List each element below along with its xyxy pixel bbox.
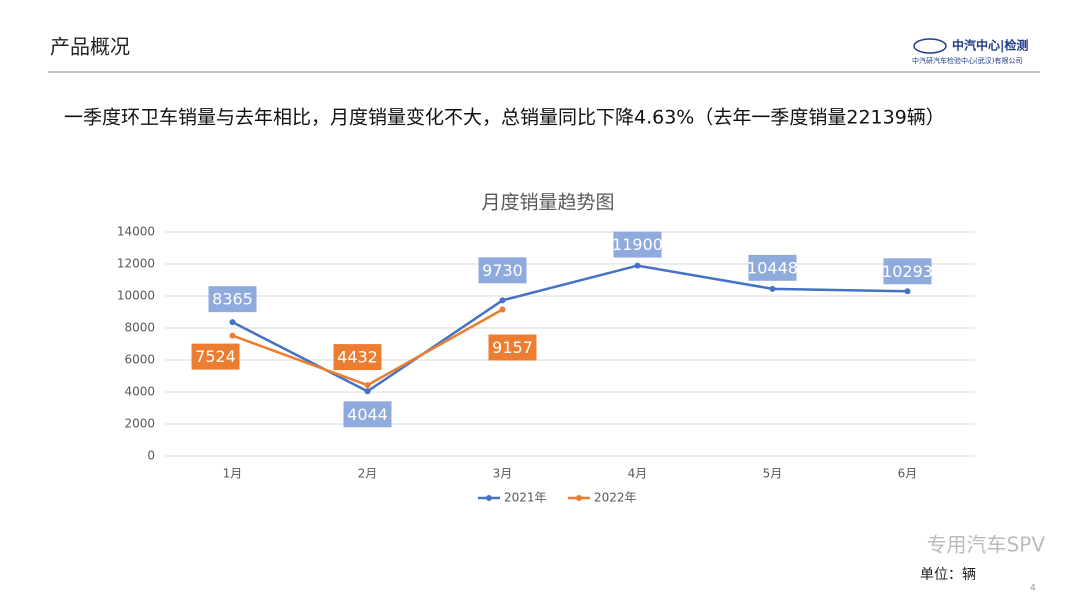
point (634, 262, 641, 269)
data-label-box (748, 254, 797, 281)
data-label-box (478, 257, 527, 284)
x-tick-label: 2月 (358, 467, 378, 481)
data-label: 8365 (212, 290, 253, 309)
point (364, 388, 371, 395)
y-tick-label: 10000 (117, 289, 155, 303)
data-label-box (191, 343, 240, 370)
point (229, 332, 236, 339)
data-label: 11900 (612, 235, 663, 254)
data-label-box (208, 286, 257, 313)
data-label: 4432 (337, 348, 378, 367)
data-label-box (488, 334, 537, 361)
x-tick-label: 5月 (763, 467, 783, 481)
point (904, 288, 911, 295)
header: 产品概况 (50, 35, 130, 59)
point (499, 306, 506, 313)
y-tick-label: 14000 (117, 225, 155, 239)
data-label-box (883, 258, 932, 285)
headline: 一季度环卫车销量与去年相比，月度销量变化不大，总销量同比下降4.63%（去年一季… (64, 107, 945, 129)
y-tick-label: 0 (147, 449, 155, 463)
legend-dot (486, 495, 492, 501)
logo-mark (913, 38, 947, 54)
x-tick-label: 1月 (223, 467, 243, 481)
y-tick-label: 8000 (124, 321, 155, 335)
chart-title: 月度销量趋势图 (481, 192, 614, 214)
logo: 中汽中心|检测 (952, 38, 1028, 53)
point (769, 285, 776, 292)
data-label-box (343, 401, 392, 428)
legend-label: 2021年 (504, 491, 547, 505)
data-label: 9157 (492, 338, 533, 357)
data-label-box (613, 231, 662, 258)
y-tick-label: 4000 (124, 385, 155, 399)
data-label: 7524 (195, 347, 236, 366)
x-tick-label: 6月 (898, 467, 918, 481)
data-label: 10448 (747, 258, 798, 277)
data-label-box (333, 344, 382, 371)
y-tick-label: 6000 (124, 353, 155, 367)
y-tick-label: 12000 (117, 257, 155, 271)
point (364, 382, 371, 389)
x-tick-label: 3月 (493, 467, 513, 481)
data-label: 9730 (482, 261, 523, 280)
company: 中汽研汽车检验中心(武汉)有限公司 (912, 56, 1022, 65)
y-tick-label: 2000 (124, 417, 155, 431)
x-tick-label: 4月 (628, 467, 648, 481)
watermark: 专用汽车SPV (927, 533, 1046, 557)
data-label: 10293 (882, 262, 933, 281)
point (499, 297, 506, 304)
point (229, 319, 236, 326)
legend-dot (576, 495, 582, 501)
series-line (231, 264, 908, 393)
page-number: 4 (1030, 584, 1036, 594)
data-label: 4044 (347, 405, 388, 424)
legend-label: 2022年 (594, 491, 637, 505)
unit: 单位：辆 (920, 567, 976, 583)
